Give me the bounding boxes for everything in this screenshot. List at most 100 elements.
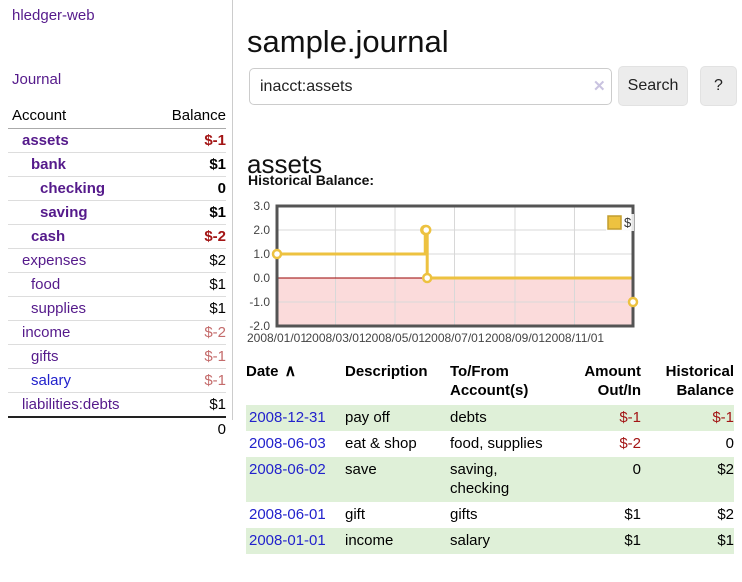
amount-cell: $-2 xyxy=(619,435,641,452)
account-link[interactable]: salary xyxy=(31,372,72,389)
description-cell: eat & shop xyxy=(345,435,417,452)
chart-title: Historical Balance: xyxy=(248,172,375,188)
chart-legend-swatch xyxy=(607,215,622,230)
date-cell: 2008-06-02 xyxy=(246,457,345,502)
search-input[interactable] xyxy=(249,68,612,105)
account-heading: assets xyxy=(247,148,323,179)
y-axis-tick-label: 2.0 xyxy=(253,223,270,237)
account-cell: assets xyxy=(8,128,142,153)
transaction-date-link[interactable]: 2008-06-01 xyxy=(249,506,326,523)
date-cell: 2008-01-01 xyxy=(246,528,345,554)
balance-cell: $2 xyxy=(717,506,734,523)
accounts-cell: gifts xyxy=(450,506,478,523)
accounts-total-row: 0 xyxy=(8,416,226,441)
transaction-date-link[interactable]: 2008-06-02 xyxy=(249,461,326,478)
x-axis-tick-label: 2008/09/01 xyxy=(485,331,545,345)
account-link[interactable]: saving xyxy=(40,204,88,221)
account-link[interactable]: expenses xyxy=(22,252,87,269)
account-balance: $1 xyxy=(142,296,226,321)
transaction-date-link[interactable]: 2008-06-03 xyxy=(249,435,326,452)
accounts-table-header-row: Account Balance xyxy=(8,104,226,129)
amount-cell: 0 xyxy=(632,461,641,478)
date-cell: 2008-06-03 xyxy=(246,431,345,457)
balance-cell: 0 xyxy=(725,435,734,452)
help-button[interactable]: ? xyxy=(700,66,737,106)
sidebar-divider xyxy=(232,0,233,420)
account-link[interactable]: gifts xyxy=(31,348,59,365)
register-column-header: Historical Balance xyxy=(641,362,734,405)
register-column-header-label: Historical Balance xyxy=(665,363,734,399)
search-button[interactable]: Search xyxy=(618,66,688,106)
register-row: 2008-01-01 income salary $1 $1 xyxy=(246,528,734,554)
account-row: income $-2 xyxy=(8,320,226,345)
register-header-row: Date ∧ Description To/From Account(s) Amount… xyxy=(246,362,734,405)
balance-cell: $-1 xyxy=(712,409,734,426)
register-column-header-label: Amount Out/In xyxy=(584,363,641,399)
historical-balance-chart: 3.0 2.0 1.0 0.0 -1.0 -2.0 2008/01/01 2008/03/01… xyxy=(243,198,742,350)
description-cell: gift xyxy=(345,506,366,523)
amount-cell: $-1 xyxy=(619,409,641,426)
register-row: 2008-06-03 eat & shop food, supplies $-2 0 xyxy=(246,431,734,457)
balance-cell: $1 xyxy=(717,532,734,549)
chart-data-point xyxy=(271,248,283,260)
account-balance: $-2 xyxy=(142,320,226,345)
account-link[interactable]: checking xyxy=(40,180,106,197)
x-axis-tick-label: 2008/01/01 xyxy=(247,331,307,345)
description-cell: save xyxy=(345,461,377,478)
account-link[interactable]: liabilities:debts xyxy=(22,396,120,413)
transaction-date-link[interactable]: 2008-01-01 xyxy=(249,532,326,549)
x-axis-tick-label: 2008/05/01 xyxy=(365,331,425,345)
balance-cell: $2 xyxy=(717,461,734,478)
account-balance: $1 xyxy=(142,392,226,418)
accounts-table: Account Balance assets $-1 bank $1 checking 0… xyxy=(8,104,226,441)
account-balance: $1 xyxy=(142,152,226,177)
register-column-header: Description xyxy=(345,362,450,405)
account-cell: checking xyxy=(8,176,142,201)
accounts-cell: saving, checking xyxy=(450,461,510,497)
accounts-cell: food, supplies xyxy=(450,435,543,452)
register-column-header[interactable]: Date ∧ xyxy=(246,362,345,405)
account-row: gifts $-1 xyxy=(8,344,226,369)
register-column-header-label: Date xyxy=(246,363,279,380)
sidebar-item-journal[interactable]: Journal xyxy=(12,71,62,88)
account-cell: bank xyxy=(8,152,142,177)
account-link[interactable]: income xyxy=(22,324,71,341)
account-link[interactable]: cash xyxy=(31,228,66,245)
app-title-link[interactable]: hledger-web xyxy=(12,7,95,24)
account-link[interactable]: bank xyxy=(31,156,67,173)
account-link[interactable]: assets xyxy=(22,132,69,149)
chart-data-point xyxy=(627,296,639,308)
accounts-cell: salary xyxy=(450,532,491,549)
account-cell: food xyxy=(8,272,142,297)
chart-data-point xyxy=(421,272,433,284)
account-link[interactable]: supplies xyxy=(31,300,87,317)
account-cell: gifts xyxy=(8,344,142,369)
account-cell: expenses xyxy=(8,248,142,273)
account-row: bank $1 xyxy=(8,152,226,177)
page-title: sample.journal xyxy=(247,23,449,59)
account-row: liabilities:debts $1 xyxy=(8,392,226,418)
x-axis-tick-label: 2008/03/01 xyxy=(305,331,365,345)
y-axis-tick-label: 0.0 xyxy=(253,271,270,285)
account-balance: $-2 xyxy=(142,224,226,249)
account-cell: cash xyxy=(8,224,142,249)
y-axis-tick-label: 1.0 xyxy=(253,247,270,261)
account-row: checking 0 xyxy=(8,176,226,201)
account-cell: liabilities:debts xyxy=(8,392,142,418)
account-cell: salary xyxy=(8,368,142,393)
chart-data-point xyxy=(420,224,432,236)
account-link[interactable]: food xyxy=(31,276,61,293)
account-column-header: Account xyxy=(8,104,142,129)
date-cell: 2008-06-01 xyxy=(246,502,345,528)
transaction-date-link[interactable]: 2008-12-31 xyxy=(249,409,326,426)
account-balance: $-1 xyxy=(142,368,226,393)
clear-search-icon[interactable]: ✕ xyxy=(593,78,606,95)
x-axis-tick-label: 2008/11/01 xyxy=(545,331,604,345)
description-cell: income xyxy=(345,532,394,549)
account-row: supplies $1 xyxy=(8,296,226,321)
account-balance: $-1 xyxy=(142,344,226,369)
register-column-header-label: Description xyxy=(345,363,428,380)
account-balance: $2 xyxy=(142,248,226,273)
account-row: saving $1 xyxy=(8,200,226,225)
